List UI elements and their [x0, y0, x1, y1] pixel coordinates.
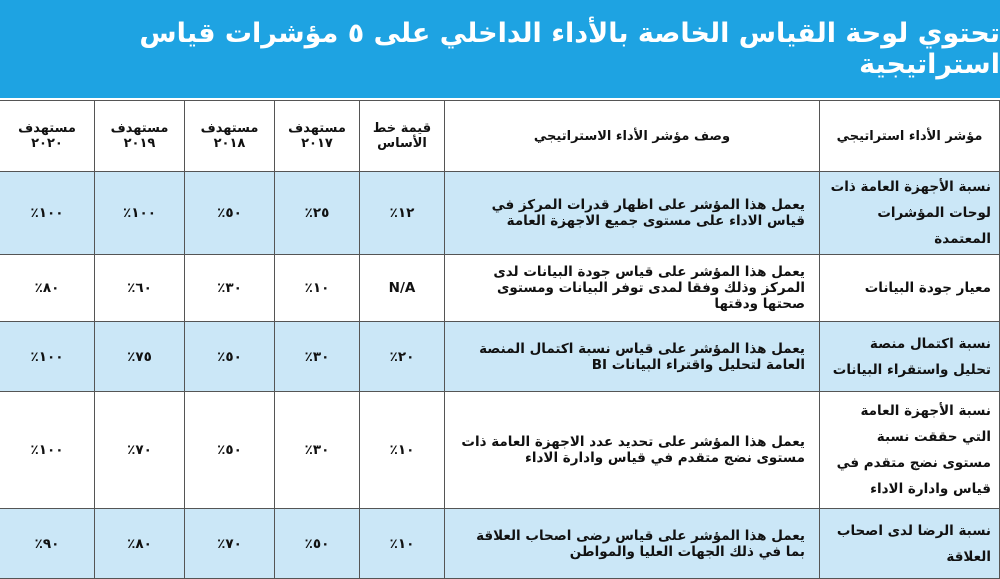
target-value: ٨٠٪	[94, 508, 185, 579]
kpi-description: يعمل هذا المؤشر على قياس جودة البيانات ل…	[444, 254, 820, 322]
table-row: نسبة اكتمال منصة تحليل واستقراء البيانات…	[0, 321, 1000, 392]
target-value: ١٠٪	[274, 254, 360, 322]
table-row: نسبة الرضا لدى اصحاب العلاقة يعمل هذا الم…	[0, 508, 1000, 579]
target-value: ٥٠٪	[184, 321, 275, 392]
column-header: مؤشر الأداء استراتيجي	[819, 100, 1000, 172]
target-value: ٧٠٪	[94, 391, 185, 509]
kpi-name: نسبة الأجهزة العامة التي حققت نسبة مستوى…	[819, 391, 1000, 509]
kpi-description: يعمل هذا المؤشر على تحديد عدد الاجهزة ال…	[444, 391, 820, 509]
target-value: ٧٠٪	[184, 508, 275, 579]
target-value: ١٢٪	[359, 171, 445, 255]
target-value: ١٠٪	[359, 391, 445, 509]
target-value: ١٠٠٪	[0, 171, 95, 255]
target-value: ٢٠٪	[359, 321, 445, 392]
column-header: مستهدف ٢٠٢٠	[0, 100, 95, 172]
target-value: ١٠٪	[359, 508, 445, 579]
title-bar: تحتوي لوحة القياس الخاصة بالأداء الداخلي…	[0, 0, 1000, 100]
table-row: نسبة الأجهزة العامة التي حققت نسبة مستوى…	[0, 391, 1000, 509]
target-value: ١٠٠٪	[0, 321, 95, 392]
kpi-name: نسبة الأجهزة العامة ذات لوحات المؤشرات ا…	[819, 171, 1000, 255]
kpi-description: يعمل هذا المؤشر على قياس نسبة اكتمال الم…	[444, 321, 820, 392]
kpi-description: يعمل هذا المؤشر على قياس رضى اصحاب العلا…	[444, 508, 820, 579]
target-value: N/A	[359, 254, 445, 322]
header-row: مؤشر الأداء استراتيجي وصف مؤشر الأداء الا…	[0, 100, 1000, 172]
target-value: ٢٥٪	[274, 171, 360, 255]
target-value: ٣٠٪	[184, 254, 275, 322]
kpi-name: نسبة اكتمال منصة تحليل واستقراء البيانات	[819, 321, 1000, 392]
column-header: قيمة خط الأساس	[359, 100, 445, 172]
kpi-description: يعمل هذا المؤشر على اظهار قدرات المركز ف…	[444, 171, 820, 255]
column-header: وصف مؤشر الأداء الاستراتيجي	[444, 100, 820, 172]
kpi-name: معيار جودة البيانات	[819, 254, 1000, 322]
table-row: معيار جودة البيانات يعمل هذا المؤشر على ق…	[0, 254, 1000, 322]
kpi-name: نسبة الرضا لدى اصحاب العلاقة	[819, 508, 1000, 579]
target-value: ٥٠٪	[274, 508, 360, 579]
table-body: نسبة الأجهزة العامة ذات لوحات المؤشرات ا…	[0, 171, 1000, 579]
target-value: ٩٠٪	[0, 508, 95, 579]
target-value: ٨٠٪	[0, 254, 95, 322]
target-value: ٦٠٪	[94, 254, 185, 322]
column-header: مستهدف ٢٠١٨	[184, 100, 275, 172]
kpi-table: مؤشر الأداء استراتيجي وصف مؤشر الأداء الا…	[0, 100, 1000, 579]
column-header: مستهدف ٢٠١٧	[274, 100, 360, 172]
target-value: ٣٠٪	[274, 391, 360, 509]
target-value: ٥٠٪	[184, 171, 275, 255]
target-value: ١٠٠٪	[0, 391, 95, 509]
target-value: ١٠٠٪	[94, 171, 185, 255]
target-value: ٧٥٪	[94, 321, 185, 392]
target-value: ٥٠٪	[184, 391, 275, 509]
table-row: نسبة الأجهزة العامة ذات لوحات المؤشرات ا…	[0, 171, 1000, 255]
column-header: مستهدف ٢٠١٩	[94, 100, 185, 172]
target-value: ٣٠٪	[274, 321, 360, 392]
